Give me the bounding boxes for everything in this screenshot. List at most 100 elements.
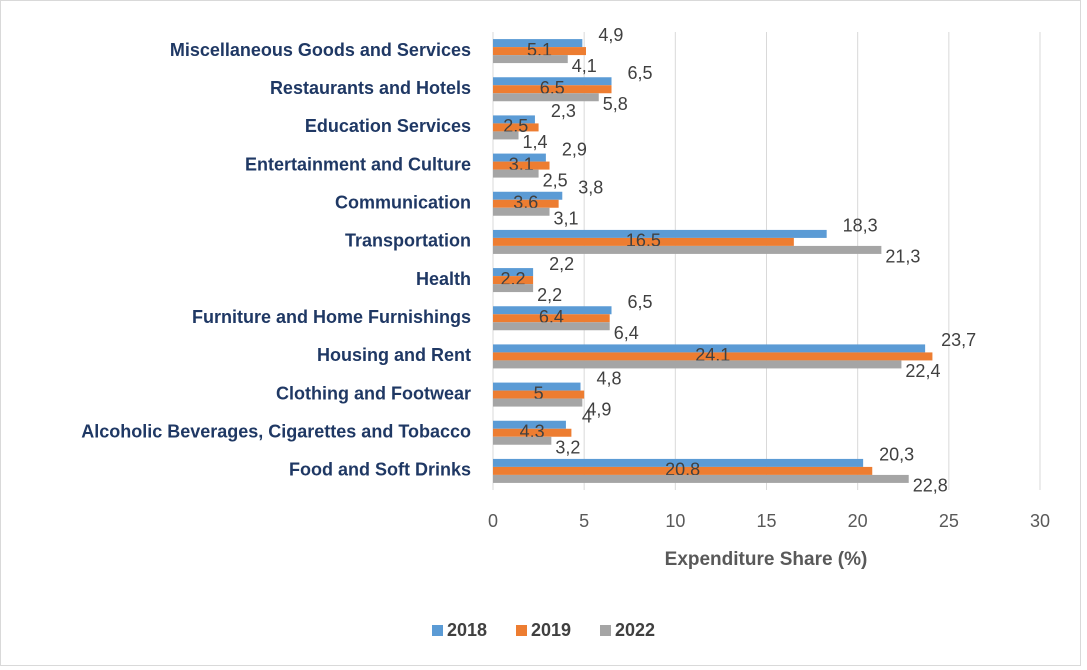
data-label: 5	[534, 383, 544, 403]
x-tick-label: 20	[848, 511, 868, 531]
data-label: 2,2	[549, 254, 574, 274]
category-label: Alcoholic Beverages, Cigarettes and Toba…	[81, 422, 471, 442]
data-label: 4,8	[597, 368, 622, 388]
bar	[493, 276, 534, 285]
bar	[493, 153, 546, 162]
bar	[493, 55, 568, 64]
data-label: 6,5	[540, 78, 565, 98]
data-label: 16,5	[626, 231, 661, 251]
x-tick-label: 0	[488, 511, 498, 531]
bar	[493, 131, 519, 140]
bar	[493, 85, 612, 94]
data-label: 1,4	[523, 132, 548, 152]
bar	[493, 229, 827, 238]
legend-label: 2018	[447, 620, 487, 640]
bar	[493, 360, 902, 369]
category-label: Restaurants and Hotels	[270, 78, 471, 98]
bar	[493, 474, 909, 483]
bar	[493, 245, 882, 254]
bar	[493, 420, 566, 429]
category-label: Clothing and Footwear	[276, 383, 471, 403]
x-tick-label: 10	[665, 511, 685, 531]
bar	[493, 458, 864, 467]
data-label: 4,9	[586, 399, 611, 419]
category-label: Food and Soft Drinks	[289, 460, 471, 480]
data-label: 22,4	[905, 361, 940, 381]
bar	[493, 191, 563, 200]
data-label: 18,3	[843, 216, 878, 236]
category-label: Housing and Rent	[317, 345, 471, 365]
data-label: 3,2	[555, 438, 580, 458]
category-label: Education Services	[305, 116, 471, 136]
x-tick-label: 15	[756, 511, 776, 531]
data-label: 24,1	[695, 345, 730, 365]
bar	[493, 93, 599, 102]
bar	[493, 390, 585, 399]
bar	[493, 436, 552, 445]
bar	[493, 123, 539, 132]
bar	[493, 115, 535, 124]
data-label: 4,9	[598, 25, 623, 45]
bar	[493, 344, 926, 353]
bar	[493, 47, 586, 56]
data-label: 6,5	[628, 292, 653, 312]
category-label: Entertainment and Culture	[245, 154, 471, 174]
bar	[493, 237, 794, 246]
data-label: 2,5	[543, 170, 568, 190]
x-tick-label: 30	[1030, 511, 1050, 531]
data-label: 20,8	[665, 460, 700, 480]
category-label: Health	[416, 269, 471, 289]
bar	[493, 322, 610, 331]
data-label: 20,3	[879, 445, 914, 465]
bar	[493, 39, 583, 48]
data-label: 3,6	[513, 193, 538, 213]
category-label: Miscellaneous Goods and Services	[170, 40, 471, 60]
data-label: 3,8	[578, 178, 603, 198]
category-label: Transportation	[345, 231, 471, 251]
data-label: 5,8	[603, 94, 628, 114]
bar	[493, 268, 534, 277]
bar	[493, 352, 933, 361]
data-label: 4	[582, 407, 592, 427]
data-label: 3,1	[554, 209, 579, 229]
bar	[493, 199, 559, 208]
bar	[493, 314, 610, 323]
legend-label: 2019	[531, 620, 571, 640]
bar	[493, 398, 583, 407]
bar	[493, 382, 581, 391]
bar	[493, 207, 550, 216]
data-label: 22,8	[913, 476, 948, 496]
legend-swatch	[432, 625, 443, 636]
category-label: Furniture and Home Furnishings	[192, 307, 471, 327]
bar	[493, 169, 539, 178]
legend-label: 2022	[615, 620, 655, 640]
legend-swatch	[516, 625, 527, 636]
data-label: 23,7	[941, 330, 976, 350]
bar	[493, 284, 534, 293]
data-label: 2,9	[562, 139, 587, 159]
data-label: 3,1	[509, 154, 534, 174]
data-label: 6,4	[614, 323, 639, 343]
data-label: 4,1	[572, 56, 597, 76]
data-label: 2,2	[537, 285, 562, 305]
bar	[493, 466, 873, 475]
bar	[493, 428, 572, 437]
data-label: 6,5	[628, 63, 653, 83]
x-axis-label: Expenditure Share (%)	[665, 549, 868, 570]
data-label: 4,3	[520, 422, 545, 442]
x-tick-label: 25	[939, 511, 959, 531]
data-label: 2,2	[501, 269, 526, 289]
x-tick-label: 5	[579, 511, 589, 531]
bar	[493, 161, 550, 170]
category-label: Communication	[335, 193, 471, 213]
bar	[493, 77, 612, 86]
data-label: 21,3	[885, 247, 920, 267]
data-label: 2,3	[551, 101, 576, 121]
bar	[493, 306, 612, 315]
data-label: 2,5	[503, 116, 528, 136]
data-label: 5,1	[527, 40, 552, 60]
legend-swatch	[600, 625, 611, 636]
data-label: 6,4	[539, 307, 564, 327]
